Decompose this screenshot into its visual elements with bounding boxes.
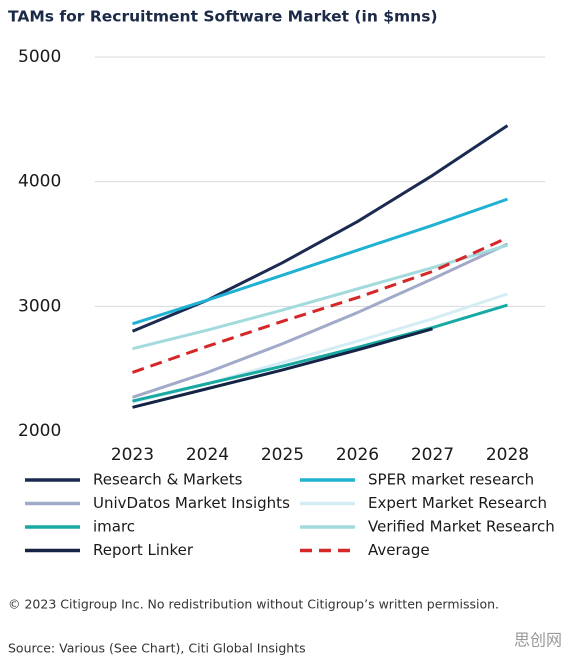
- chart-title: TAMs for Recruitment Software Market (in…: [8, 8, 438, 26]
- legend-label: Research & Markets: [93, 471, 243, 489]
- legend-label: Verified Market Research: [368, 518, 555, 536]
- legend-label: UnivDatos Market Insights: [93, 494, 290, 512]
- y-tick-label: 2000: [18, 421, 61, 441]
- legend-label: Report Linker: [93, 541, 194, 559]
- x-tick-label: 2025: [261, 445, 304, 465]
- series-line: [132, 243, 508, 351]
- series-line: [132, 236, 509, 374]
- y-tick-label: 5000: [18, 47, 61, 67]
- legend-label: Expert Market Research: [368, 494, 547, 512]
- legend-label: Average: [368, 541, 430, 559]
- series-line: [132, 197, 508, 326]
- x-tick-label: 2026: [336, 445, 379, 465]
- legend-label: SPER market research: [368, 471, 534, 489]
- x-tick-label: 2027: [411, 445, 454, 465]
- x-tick-label: 2024: [186, 445, 229, 465]
- legend-label: imarc: [93, 518, 135, 536]
- watermark: 思创网: [514, 631, 562, 650]
- series-line: [132, 303, 508, 403]
- x-tick-label: 2028: [486, 445, 529, 465]
- series-line: [132, 327, 433, 409]
- x-tick-label: 2023: [111, 445, 154, 465]
- source: Source: Various (See Chart), Citi Global…: [8, 641, 306, 656]
- series-line: [132, 242, 509, 399]
- copyright: © 2023 Citigroup Inc. No redistribution …: [8, 597, 499, 612]
- y-tick-label: 4000: [18, 172, 61, 192]
- y-tick-label: 3000: [18, 296, 61, 316]
